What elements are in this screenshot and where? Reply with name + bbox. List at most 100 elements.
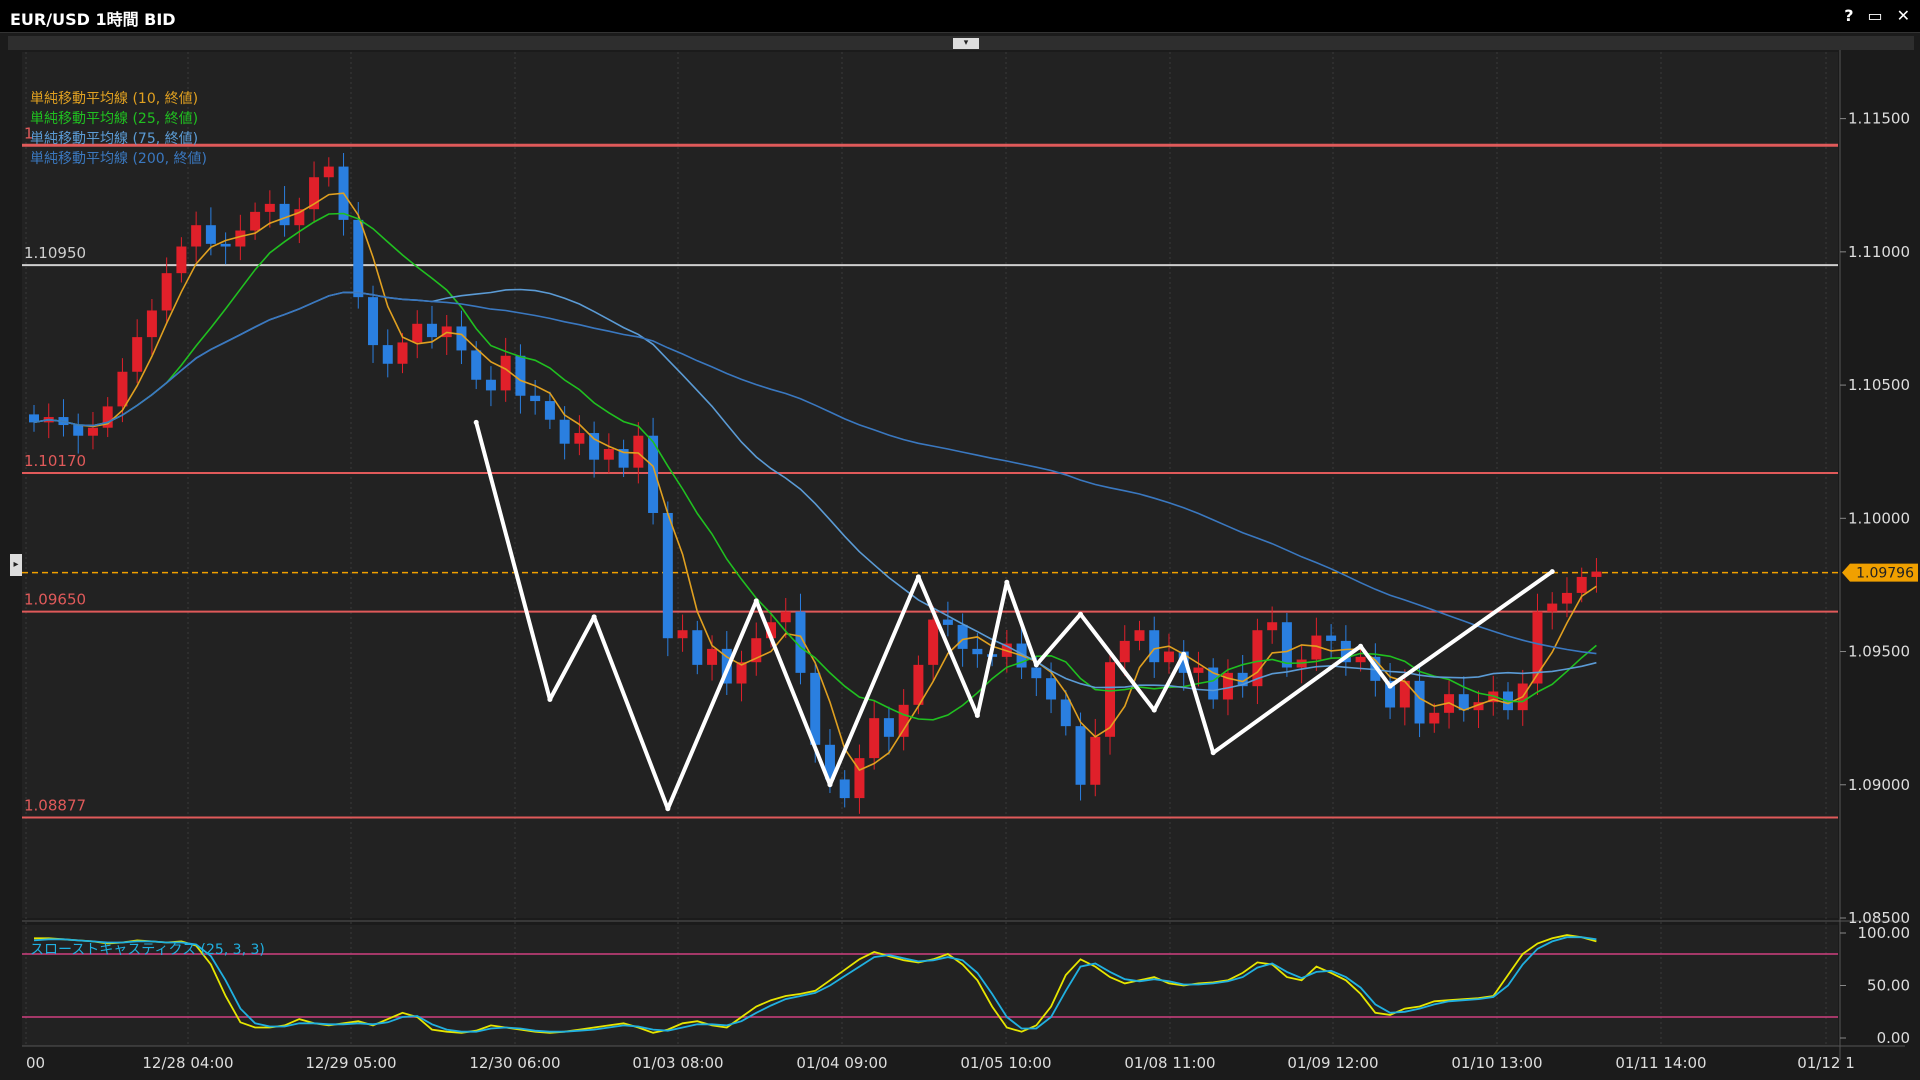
candle-body bbox=[1252, 630, 1263, 687]
zigzag-point bbox=[665, 806, 671, 812]
window-title: EUR/USD 1時間 BID bbox=[10, 10, 176, 29]
candle-body bbox=[589, 433, 600, 460]
close-icon[interactable]: ✕ bbox=[1896, 6, 1910, 25]
x-tick-label: 12/29 05:00 bbox=[305, 1054, 396, 1072]
candle-body bbox=[1340, 640, 1351, 663]
price-panel-background bbox=[22, 52, 1838, 918]
candle-body bbox=[1134, 630, 1145, 641]
candle-body bbox=[662, 512, 673, 639]
candle-body bbox=[368, 297, 379, 346]
candle-body bbox=[132, 337, 143, 372]
zigzag-point bbox=[1387, 683, 1393, 689]
candle-body bbox=[1193, 667, 1204, 673]
sma25-line bbox=[33, 212, 1597, 721]
candle-body bbox=[574, 433, 585, 444]
maximize-icon[interactable]: ▭ bbox=[1867, 6, 1883, 25]
candle-body bbox=[1222, 672, 1233, 700]
candle-body bbox=[309, 177, 320, 210]
candle-body bbox=[824, 744, 835, 780]
y-tick-label: 1.09000 bbox=[1848, 776, 1910, 794]
stochastic-panel-background bbox=[22, 925, 1838, 1046]
legend-entry: 単純移動平均線 (25, 終値) bbox=[30, 111, 198, 127]
y-tick-label: 1.10000 bbox=[1848, 509, 1910, 527]
help-icon[interactable]: ? bbox=[1844, 6, 1854, 25]
candle-body bbox=[751, 638, 762, 663]
candle-body bbox=[1178, 651, 1189, 673]
zigzag-point bbox=[915, 574, 921, 580]
candle-body bbox=[1119, 640, 1130, 663]
x-tick-label: 12/30 06:00 bbox=[469, 1054, 560, 1072]
candle-body bbox=[1281, 622, 1292, 668]
candle-body bbox=[1031, 667, 1042, 679]
candle-body bbox=[102, 406, 113, 428]
candle-body bbox=[412, 323, 423, 343]
window-titlebar: EUR/USD 1時間 BID ? ▭ ✕ bbox=[0, 0, 1920, 33]
candle-body bbox=[426, 323, 437, 338]
candle-body bbox=[942, 619, 953, 625]
candle-body bbox=[250, 211, 261, 231]
zigzag-point bbox=[1033, 662, 1039, 668]
candle-body bbox=[515, 355, 526, 396]
x-tick-label: 01/08 11:00 bbox=[1124, 1054, 1215, 1072]
current-price-badge bbox=[1842, 563, 1918, 582]
candle-body bbox=[456, 326, 467, 351]
candle-body bbox=[1547, 603, 1558, 612]
x-tick-label: 00 bbox=[26, 1054, 45, 1072]
x-tick-label: 01/09 12:00 bbox=[1287, 1054, 1378, 1072]
candle-body bbox=[1060, 699, 1071, 727]
zigzag-point bbox=[1210, 750, 1216, 756]
candle-body bbox=[603, 449, 614, 460]
candle-body bbox=[1414, 680, 1425, 724]
x-tick-label: 01/05 10:00 bbox=[960, 1054, 1051, 1072]
candle-body bbox=[1326, 635, 1337, 641]
zigzag-point bbox=[1151, 707, 1157, 713]
window-controls: ? ▭ ✕ bbox=[1844, 6, 1910, 25]
side-panel-toggle-icon[interactable]: ▸ bbox=[10, 554, 22, 576]
candle-body bbox=[780, 611, 791, 623]
horizontal-level-label: 1.08877 bbox=[24, 797, 86, 815]
candle-body bbox=[928, 619, 939, 665]
candle-body bbox=[618, 449, 629, 468]
candle-body bbox=[29, 414, 39, 423]
stoch-y-tick-label: 100.00 bbox=[1858, 924, 1911, 942]
x-tick-label: 01/12 1 bbox=[1797, 1054, 1855, 1072]
candle-body bbox=[1149, 630, 1160, 663]
zigzag-point bbox=[1549, 569, 1555, 575]
candle-body bbox=[544, 401, 555, 420]
candle-body bbox=[1090, 736, 1101, 785]
candle-body bbox=[323, 166, 334, 178]
current-price-label: 1.09796 bbox=[1856, 566, 1914, 582]
x-tick-label: 01/04 09:00 bbox=[796, 1054, 887, 1072]
candle-body bbox=[1237, 672, 1248, 687]
candle-body bbox=[264, 203, 275, 212]
zigzag-point bbox=[827, 782, 833, 788]
candle-body bbox=[1473, 702, 1484, 711]
zigzag-point bbox=[1004, 579, 1010, 585]
candle-body bbox=[1267, 622, 1278, 631]
candle-body bbox=[294, 209, 305, 226]
sma200-line bbox=[33, 291, 1597, 655]
candle-body bbox=[648, 435, 659, 513]
candle-body bbox=[839, 779, 850, 799]
candle-body bbox=[633, 435, 644, 468]
candle-body bbox=[1591, 571, 1602, 577]
candle-body bbox=[117, 371, 128, 407]
zigzag-point bbox=[547, 697, 553, 703]
candle-body bbox=[957, 624, 968, 649]
zigzag-point bbox=[974, 712, 980, 718]
candle-body bbox=[1046, 678, 1057, 700]
zigzag-point bbox=[1358, 643, 1364, 649]
y-tick-label: 1.11500 bbox=[1848, 110, 1910, 128]
candle-body bbox=[353, 219, 364, 298]
x-tick-label: 01/11 14:00 bbox=[1615, 1054, 1706, 1072]
x-tick-label: 12/28 04:00 bbox=[142, 1054, 233, 1072]
zigzag-point bbox=[473, 419, 479, 425]
zigzag-point bbox=[1078, 611, 1084, 617]
candle-body bbox=[1429, 712, 1440, 724]
candle-body bbox=[707, 648, 718, 665]
dropdown-toggle-icon[interactable]: ▾ bbox=[953, 38, 979, 49]
legend-entry: 単純移動平均線 (75, 終値) bbox=[30, 131, 198, 147]
stoch-k-line bbox=[34, 934, 1597, 1034]
candle-body bbox=[810, 672, 821, 745]
